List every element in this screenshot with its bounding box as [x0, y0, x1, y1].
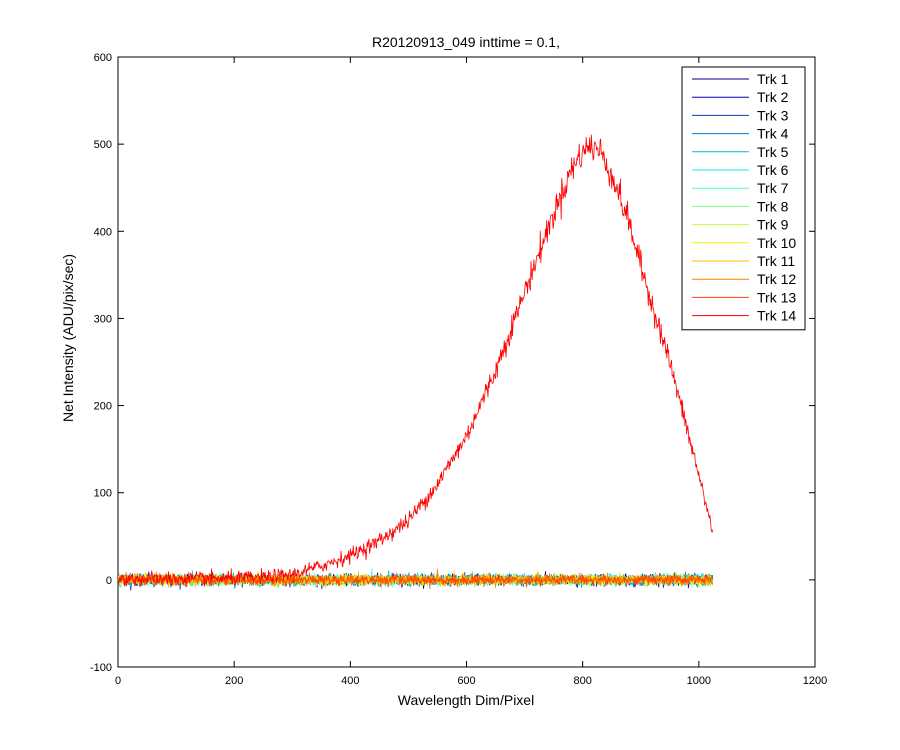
legend-label: Trk 3 — [757, 107, 789, 123]
legend-label: Trk 12 — [757, 271, 796, 287]
legend-label: Trk 11 — [757, 253, 795, 269]
legend-label: Trk 1 — [757, 71, 789, 87]
legend: Trk 1 Trk 2 Trk 3 Trk 4 Trk 5 Trk 6 Trk 7 Trk 8… — [681, 66, 806, 331]
y-tick-label: 100 — [94, 488, 112, 500]
x-tick-label: 1200 — [803, 675, 827, 687]
legend-label: Trk 6 — [757, 162, 789, 178]
y-tick-label: 600 — [94, 52, 112, 64]
y-tick-label: 500 — [94, 139, 112, 151]
y-tick-label: 300 — [94, 313, 112, 325]
legend-label: Trk 14 — [757, 308, 796, 324]
x-tick-label: 1000 — [687, 675, 711, 687]
x-tick-label: 600 — [457, 675, 475, 687]
y-tick-label: 0 — [106, 575, 112, 587]
x-tick-label: 800 — [573, 675, 591, 687]
legend-label: Trk 10 — [757, 235, 796, 251]
y-axis-title: Net Intensity (ADU/pix/sec) — [60, 254, 76, 422]
legend-label: Trk 9 — [757, 217, 789, 233]
y-tick-label: 200 — [94, 401, 112, 413]
y-tick-label: -100 — [90, 662, 112, 674]
series-line-trk-14 — [118, 134, 714, 588]
x-axis-title: Wavelength Dim/Pixel — [398, 692, 534, 708]
x-tick-label: 200 — [225, 675, 243, 687]
legend-label: Trk 5 — [757, 144, 789, 160]
chart-title: R20120913_049 inttime = 0.1, — [372, 34, 560, 50]
x-tick-label: 400 — [341, 675, 359, 687]
legend-label: Trk 2 — [757, 89, 789, 105]
legend-label: Trk 4 — [757, 126, 789, 142]
legend-label: Trk 8 — [757, 198, 789, 214]
plot-area: 0 200 400 600 800 1000 1200-100010020030040050… — [90, 52, 827, 687]
x-tick-label: 0 — [115, 675, 121, 687]
y-tick-label: 400 — [94, 226, 112, 238]
legend-label: Trk 13 — [757, 289, 796, 305]
legend-box — [681, 66, 806, 331]
legend-label: Trk 7 — [757, 180, 789, 196]
